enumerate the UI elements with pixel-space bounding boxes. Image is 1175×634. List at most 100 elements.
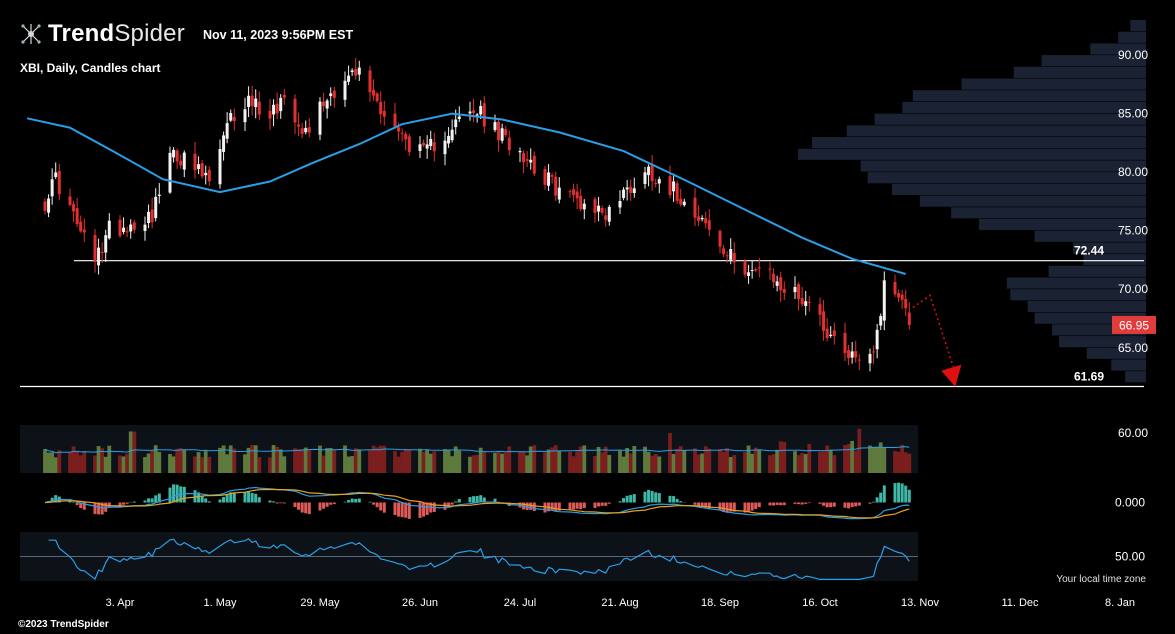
candle-body bbox=[582, 203, 586, 210]
time-tick-label: 1. May bbox=[203, 597, 237, 609]
projection-arrowhead bbox=[941, 364, 962, 387]
macd-histogram-bar bbox=[143, 500, 147, 503]
macd-histogram-bar bbox=[632, 494, 636, 503]
volume-profile-bar bbox=[1130, 20, 1146, 32]
macd-histogram-bar bbox=[175, 484, 179, 503]
volume-bar bbox=[721, 451, 726, 473]
candle-body bbox=[532, 155, 536, 174]
candle-body bbox=[725, 255, 729, 257]
macd-histogram-bar bbox=[125, 502, 129, 504]
volume-bar bbox=[603, 446, 608, 473]
candle-body bbox=[643, 172, 647, 184]
candle-body bbox=[793, 286, 797, 293]
volume-bar bbox=[275, 446, 280, 473]
candle-body bbox=[422, 142, 426, 146]
candle-body bbox=[379, 101, 383, 115]
macd-histogram-bar bbox=[593, 502, 597, 508]
macd-histogram-bar bbox=[304, 502, 308, 514]
candle-body bbox=[343, 80, 347, 100]
volume-bar bbox=[78, 455, 83, 473]
macd-histogram-bar bbox=[768, 502, 772, 506]
candle-body bbox=[443, 140, 447, 155]
macd-histogram-bar bbox=[172, 484, 176, 503]
chart-subtitle: XBI, Daily, Candles chart bbox=[20, 61, 161, 75]
volume-bar bbox=[132, 431, 137, 473]
volume-profile-bar bbox=[1048, 265, 1146, 277]
volume-bar bbox=[475, 454, 480, 473]
candle-body bbox=[757, 267, 761, 269]
time-tick-label: 16. Oct bbox=[802, 597, 837, 609]
candle-body bbox=[200, 163, 204, 177]
candle-body bbox=[318, 101, 322, 135]
macd-histogram-bar bbox=[104, 502, 108, 512]
volume-profile-bar bbox=[951, 207, 1146, 219]
macd-histogram-bar bbox=[847, 502, 851, 509]
candle-body bbox=[454, 119, 458, 128]
volume-bar bbox=[225, 454, 230, 473]
volume-profile-bar bbox=[1125, 371, 1146, 383]
macd-histogram-bar bbox=[800, 502, 804, 505]
macd-histogram-bar bbox=[82, 502, 86, 510]
volume-bar bbox=[521, 451, 526, 473]
macd-histogram-bar bbox=[207, 501, 211, 503]
macd-histogram-bar bbox=[722, 502, 726, 513]
volume-bar bbox=[375, 447, 380, 473]
macd-histogram-bar bbox=[454, 501, 458, 503]
volume-bar bbox=[71, 446, 76, 473]
volume-bar bbox=[732, 455, 737, 473]
volume-bar bbox=[843, 445, 847, 473]
copyright: ©2023 TrendSpider bbox=[18, 619, 109, 630]
volume-bar bbox=[400, 451, 405, 473]
macd-histogram-bar bbox=[307, 502, 311, 515]
volume-bar bbox=[878, 442, 883, 473]
macd-histogram-bar bbox=[193, 490, 197, 503]
macd-histogram-bar bbox=[218, 499, 222, 503]
volume-bar bbox=[657, 456, 662, 473]
macd-histogram-bar bbox=[450, 502, 454, 505]
volume-profile-bar bbox=[846, 125, 1146, 137]
rsi-panel bbox=[20, 532, 918, 581]
candle-body bbox=[307, 127, 311, 133]
volume-bar bbox=[600, 452, 605, 473]
volume-bar bbox=[53, 457, 58, 473]
timezone-note: Your local time zone bbox=[1056, 574, 1146, 585]
volume-profile-bar bbox=[891, 183, 1146, 195]
volume-bar bbox=[896, 451, 901, 473]
volume-bar bbox=[778, 441, 783, 473]
candle-body bbox=[272, 104, 276, 115]
candle-body bbox=[182, 152, 186, 170]
macd-histogram-bar bbox=[425, 502, 429, 515]
volume-bar bbox=[457, 450, 462, 473]
macd-histogram-bar bbox=[532, 502, 536, 512]
volume-bar bbox=[871, 447, 876, 473]
volume-bar bbox=[57, 450, 62, 473]
candle-body bbox=[754, 269, 758, 271]
macd-histogram-bar bbox=[843, 502, 847, 508]
macd-histogram-bar bbox=[200, 496, 204, 503]
macd-histogram-bar bbox=[872, 501, 876, 503]
volume-bar bbox=[357, 449, 362, 473]
macd-histogram-bar bbox=[732, 502, 736, 512]
candle-body bbox=[457, 116, 461, 120]
candle-body bbox=[518, 150, 522, 153]
candle-body bbox=[118, 219, 122, 236]
volume-bar bbox=[82, 450, 87, 473]
volume-bar bbox=[100, 448, 105, 473]
candle-body bbox=[229, 112, 233, 121]
volume-profile-bar bbox=[1010, 289, 1146, 301]
candle-body bbox=[593, 199, 597, 213]
volume-bar bbox=[775, 449, 780, 473]
macd-histogram-bar bbox=[900, 483, 904, 503]
macd-histogram-bar bbox=[222, 497, 226, 503]
volume-bar bbox=[832, 455, 837, 473]
candle-body bbox=[75, 208, 79, 225]
macd-histogram-bar bbox=[743, 502, 747, 513]
volume-bar bbox=[632, 445, 637, 473]
candle-body bbox=[629, 186, 633, 193]
volume-bar bbox=[96, 446, 101, 473]
macd-histogram-bar bbox=[322, 502, 326, 509]
macd-histogram-bar bbox=[93, 502, 97, 515]
horizontal-levels: 72.44 61.69 bbox=[20, 244, 1144, 388]
macd-histogram-bar bbox=[422, 502, 426, 517]
macd-histogram-bar bbox=[597, 502, 601, 507]
